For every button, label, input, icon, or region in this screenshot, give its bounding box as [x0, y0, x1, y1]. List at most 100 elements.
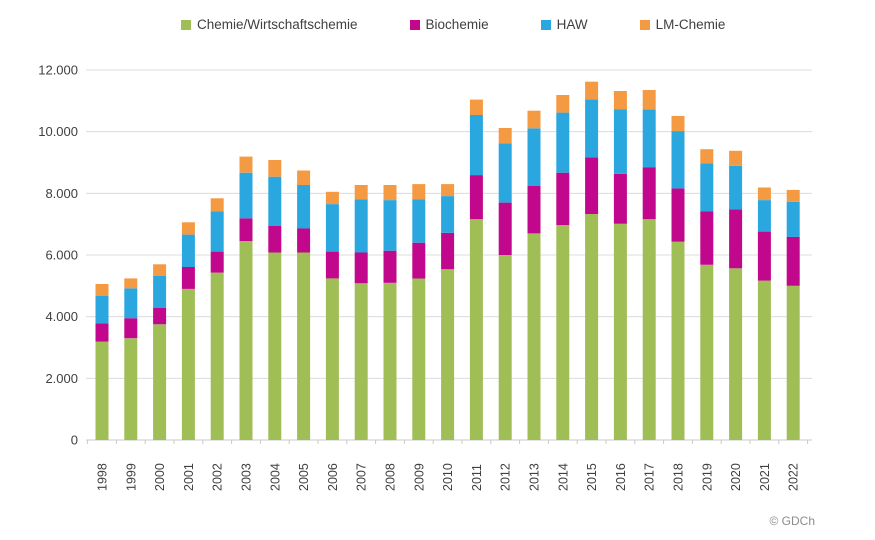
bar-segment[interactable]: [585, 99, 599, 158]
bar-segment[interactable]: [354, 199, 368, 253]
bar-segment[interactable]: [297, 228, 311, 253]
bar-segment[interactable]: [729, 150, 743, 166]
bar-segment[interactable]: [297, 252, 311, 441]
bar-segment[interactable]: [498, 128, 512, 144]
bar-segment[interactable]: [786, 285, 800, 440]
bar-segment[interactable]: [210, 211, 224, 252]
bar-segment[interactable]: [383, 282, 397, 441]
bar-segment[interactable]: [239, 241, 253, 440]
bar-segment[interactable]: [124, 278, 138, 289]
bar-segment[interactable]: [469, 115, 483, 176]
legend-item-haw[interactable]: HAW: [540, 17, 588, 32]
bar-segment[interactable]: [757, 280, 771, 440]
bar-segment[interactable]: [671, 131, 685, 189]
bar-segment[interactable]: [613, 109, 627, 174]
bar-segment[interactable]: [469, 175, 483, 220]
bar-segment[interactable]: [700, 163, 714, 212]
bar-segment[interactable]: [498, 143, 512, 203]
legend-item-chemie[interactable]: Chemie/Wirtschaftschemie: [181, 17, 358, 32]
bar-segment[interactable]: [153, 324, 167, 440]
bar-segment[interactable]: [700, 211, 714, 265]
bar-segment[interactable]: [527, 185, 541, 234]
bar-segment[interactable]: [153, 264, 167, 276]
bar-segment[interactable]: [729, 268, 743, 440]
bar-segment[interactable]: [527, 110, 541, 129]
bar-segment[interactable]: [181, 234, 195, 267]
bar-segment[interactable]: [757, 231, 771, 281]
bar-segment[interactable]: [556, 95, 570, 113]
bar-segment[interactable]: [354, 283, 368, 440]
bar-segment[interactable]: [556, 172, 570, 226]
bar-segment[interactable]: [469, 99, 483, 115]
bar-segment[interactable]: [585, 157, 599, 214]
bar-segment[interactable]: [556, 225, 570, 440]
bar-segment[interactable]: [210, 198, 224, 212]
bar-segment[interactable]: [441, 196, 455, 233]
bar-segment[interactable]: [383, 185, 397, 201]
bar-segment[interactable]: [729, 209, 743, 269]
bar-segment[interactable]: [95, 296, 109, 324]
bar-segment[interactable]: [268, 226, 282, 253]
bar-segment[interactable]: [786, 236, 800, 286]
bar-segment[interactable]: [95, 323, 109, 342]
bar-segment[interactable]: [325, 278, 339, 440]
bar-segment[interactable]: [441, 184, 455, 197]
bar-segment[interactable]: [181, 267, 195, 289]
bar-segment[interactable]: [642, 219, 656, 440]
bar-segment[interactable]: [613, 173, 627, 224]
bar-segment[interactable]: [297, 185, 311, 229]
bar-segment[interactable]: [239, 172, 253, 219]
bar-segment[interactable]: [585, 214, 599, 440]
bar-segment[interactable]: [383, 250, 397, 283]
bar-segment[interactable]: [325, 251, 339, 279]
bar-segment[interactable]: [268, 252, 282, 441]
legend-item-lm-chemie[interactable]: LM-Chemie: [639, 17, 725, 32]
bar-segment[interactable]: [613, 223, 627, 440]
bar-segment[interactable]: [613, 91, 627, 110]
bar-segment[interactable]: [441, 269, 455, 440]
bar-segment[interactable]: [527, 233, 541, 440]
bar-segment[interactable]: [210, 272, 224, 440]
bar-segment[interactable]: [268, 160, 282, 177]
bar-segment[interactable]: [729, 165, 743, 210]
bar-segment[interactable]: [498, 202, 512, 255]
bar-segment[interactable]: [700, 149, 714, 164]
bar-segment[interactable]: [412, 242, 426, 279]
bar-segment[interactable]: [124, 338, 138, 441]
bar-segment[interactable]: [642, 109, 656, 168]
bar-segment[interactable]: [153, 307, 167, 325]
bar-segment[interactable]: [412, 184, 426, 200]
bar-segment[interactable]: [527, 128, 541, 186]
bar-segment[interactable]: [239, 218, 253, 242]
bar-segment[interactable]: [95, 341, 109, 440]
bar-segment[interactable]: [354, 185, 368, 200]
legend-item-biochemie[interactable]: Biochemie: [409, 17, 489, 32]
bar-segment[interactable]: [441, 232, 455, 270]
bar-segment[interactable]: [153, 276, 167, 308]
bar-segment[interactable]: [700, 264, 714, 440]
bar-segment[interactable]: [642, 90, 656, 110]
bar-segment[interactable]: [181, 222, 195, 235]
bar-segment[interactable]: [325, 191, 339, 205]
bar-segment[interactable]: [786, 189, 800, 202]
bar-segment[interactable]: [757, 187, 771, 201]
bar-segment[interactable]: [354, 252, 368, 284]
bar-segment[interactable]: [498, 255, 512, 440]
bar-segment[interactable]: [239, 156, 253, 173]
bar-segment[interactable]: [210, 251, 224, 273]
bar-segment[interactable]: [124, 318, 138, 339]
bar-segment[interactable]: [585, 81, 599, 100]
bar-segment[interactable]: [268, 176, 282, 226]
bar-segment[interactable]: [671, 115, 685, 131]
bar-segment[interactable]: [556, 112, 570, 173]
bar-segment[interactable]: [671, 241, 685, 440]
bar-segment[interactable]: [786, 201, 800, 237]
bar-segment[interactable]: [383, 200, 397, 251]
bar-segment[interactable]: [95, 284, 109, 296]
bar-segment[interactable]: [181, 288, 195, 440]
bar-segment[interactable]: [297, 170, 311, 186]
bar-segment[interactable]: [124, 288, 138, 319]
bar-segment[interactable]: [642, 167, 656, 220]
bar-segment[interactable]: [757, 200, 771, 232]
bar-segment[interactable]: [325, 204, 339, 252]
